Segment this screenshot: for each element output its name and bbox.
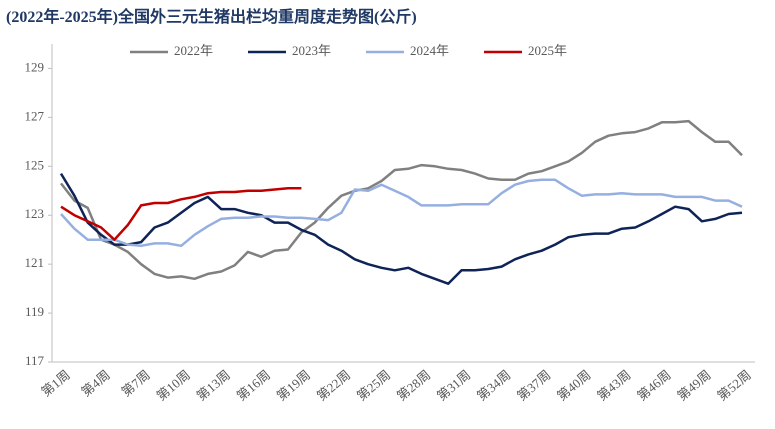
x-tick-label: 第43周 — [594, 367, 634, 404]
y-tick-label: 129 — [25, 59, 45, 74]
x-tick-label: 第52周 — [714, 367, 754, 404]
chart-title: (2022年-2025年)全国外三元生猪出栏均重周度走势图(公斤) — [6, 7, 417, 26]
x-tick-label: 第4周 — [78, 367, 113, 399]
x-tick-label: 第31周 — [434, 367, 474, 404]
x-tick-label: 第49周 — [674, 367, 714, 404]
x-tick-label: 第40周 — [554, 367, 594, 404]
series-line — [60, 178, 743, 248]
x-tick-label: 第22周 — [314, 367, 354, 404]
x-tick-label: 第7周 — [118, 367, 153, 399]
y-tick-label: 121 — [25, 255, 45, 270]
x-tick-label: 第13周 — [194, 367, 234, 404]
legend-label: 2024年 — [410, 43, 449, 58]
x-tick-label: 第37周 — [514, 367, 554, 404]
x-tick-label: 第10周 — [153, 367, 193, 404]
x-tick-label: 第46周 — [634, 367, 674, 404]
x-tick-label: 第19周 — [274, 367, 314, 404]
series-line — [59, 172, 743, 285]
x-tick-label: 第25周 — [354, 367, 394, 404]
x-tick-label: 第16周 — [234, 367, 274, 404]
x-tick-label: 第34周 — [474, 367, 514, 404]
x-tick-label: 第28周 — [394, 367, 434, 404]
y-tick-label: 119 — [25, 304, 44, 319]
y-tick-label: 127 — [25, 108, 45, 123]
series-line — [60, 187, 302, 241]
y-tick-label: 117 — [25, 353, 45, 368]
legend-label: 2022年 — [174, 43, 213, 58]
legend-label: 2023年 — [292, 43, 331, 58]
series-line — [60, 119, 743, 281]
y-tick-label: 123 — [25, 206, 45, 221]
x-tick-label: 第1周 — [38, 367, 73, 399]
y-tick-label: 125 — [25, 157, 45, 172]
legend-label: 2025年 — [528, 43, 567, 58]
